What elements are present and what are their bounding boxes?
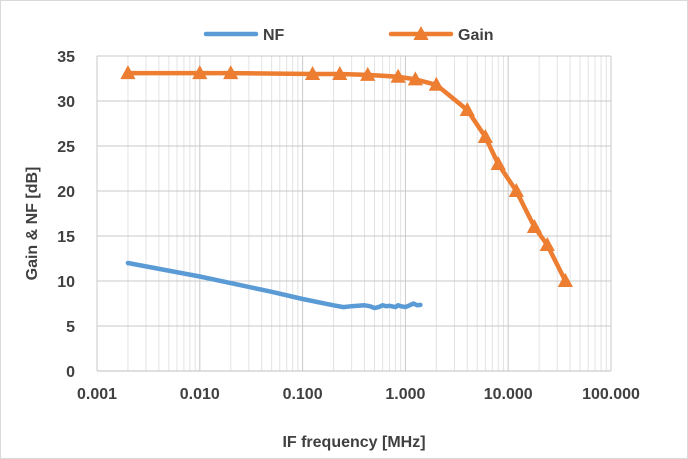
y-tick-label: 30 (57, 94, 75, 111)
gain-marker (192, 65, 208, 80)
series-gain (120, 65, 573, 287)
legend-label-gain: Gain (458, 27, 494, 44)
gain-marker (332, 66, 348, 80)
x-tick-label: 100.000 (582, 386, 640, 403)
gain-marker (407, 71, 423, 86)
gain-marker (539, 237, 555, 251)
y-tick-label: 5 (66, 319, 75, 336)
grid-lines (96, 55, 612, 372)
gain-marker (508, 183, 524, 197)
gain-marker (120, 65, 136, 80)
axes: 0.001 0.010 0.100 1.000 10.000 100.000 0 5 10 15 2… (57, 49, 640, 403)
gain-marker (223, 65, 239, 80)
gain-marker (428, 76, 444, 91)
legend-item-gain: Gain (388, 26, 494, 44)
y-axis-title: Gain & NF [dB] (24, 167, 41, 281)
y-tick-label: 15 (57, 229, 75, 246)
y-tick-label: 35 (57, 49, 75, 66)
gain-marker (477, 129, 493, 143)
gain-marker (360, 66, 376, 81)
legend-label-nf: NF (263, 27, 285, 44)
y-tick-label: 0 (66, 364, 75, 381)
x-axis-title: IF frequency [MHz] (282, 434, 425, 451)
x-tick-label: 0.001 (77, 386, 117, 403)
x-tick-label: 0.010 (180, 386, 220, 403)
gain-marker (459, 102, 475, 116)
series-layer (120, 65, 573, 311)
legend-item-nf: NF (203, 27, 285, 44)
gain-line (125, 70, 568, 284)
y-tick-label: 10 (57, 274, 75, 291)
gain-marker (304, 66, 321, 80)
legend: NF Gain (203, 26, 494, 44)
gain-marker (557, 273, 573, 287)
series-nf (125, 260, 423, 311)
y-tick-label: 20 (57, 184, 75, 201)
legend-marker-gain (413, 26, 429, 40)
nf-line (125, 260, 423, 311)
gain-marker (490, 156, 506, 170)
gain-marker (526, 219, 543, 233)
x-tick-label: 0.100 (283, 386, 323, 403)
x-tick-label: 1.000 (385, 386, 425, 403)
y-tick-label: 25 (57, 139, 75, 156)
x-tick-label: 10.000 (484, 386, 533, 403)
gain-marker (390, 68, 406, 83)
